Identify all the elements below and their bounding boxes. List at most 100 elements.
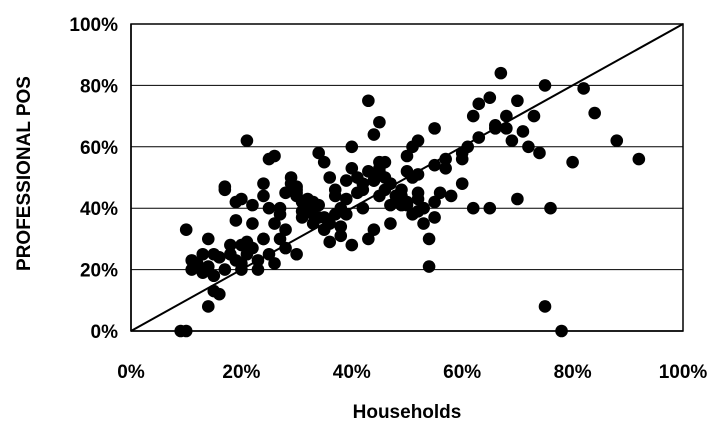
data-point — [494, 66, 508, 80]
data-point — [422, 232, 436, 246]
data-point — [610, 134, 624, 147]
data-point — [472, 131, 486, 144]
data-point — [229, 214, 243, 227]
data-point — [179, 324, 193, 338]
data-point — [251, 254, 265, 267]
data-point — [201, 260, 215, 273]
x-tick-label: 20% — [222, 362, 260, 383]
data-point — [466, 201, 480, 215]
y-tick-labels: 0% 20% 40% 60% 80% 100% — [69, 15, 118, 343]
data-point — [439, 161, 452, 175]
data-point — [400, 198, 414, 212]
data-point — [395, 189, 408, 203]
y-tick-label: 60% — [80, 138, 118, 159]
plot-frame — [130, 23, 684, 332]
data-point — [356, 201, 370, 215]
data-point — [588, 106, 601, 120]
data-point — [555, 324, 568, 338]
data-point — [213, 251, 226, 264]
data-point — [262, 201, 276, 215]
data-point — [483, 201, 497, 215]
data-point — [373, 189, 386, 203]
data-point — [400, 149, 414, 163]
data-point — [185, 263, 199, 276]
data-point — [279, 186, 292, 200]
data-point — [218, 180, 232, 194]
data-point — [489, 119, 502, 132]
data-point — [444, 189, 458, 203]
data-point — [323, 235, 337, 249]
data-point — [362, 94, 375, 108]
data-point — [268, 257, 281, 270]
data-point — [373, 115, 386, 129]
x-tick-label: 80% — [554, 362, 592, 383]
data-point — [240, 134, 254, 147]
data-point — [384, 198, 397, 212]
data-point — [273, 208, 287, 221]
data-point — [428, 211, 441, 224]
data-point — [312, 146, 325, 160]
data-point — [455, 177, 469, 190]
data-point — [246, 198, 259, 212]
data-point — [279, 241, 292, 255]
data-point — [290, 247, 303, 261]
data-point — [406, 208, 419, 221]
data-point — [224, 238, 237, 252]
data-point — [179, 223, 193, 236]
y-tick-label: 0% — [91, 322, 119, 343]
data-point — [439, 152, 452, 166]
data-point — [417, 201, 430, 215]
data-point — [373, 165, 386, 178]
data-point — [345, 140, 359, 154]
data-point — [472, 97, 486, 111]
data-point — [362, 165, 375, 178]
data-point — [406, 140, 419, 154]
data-point — [224, 247, 237, 261]
data-point — [328, 183, 342, 197]
data-point — [632, 152, 646, 166]
data-point — [339, 174, 353, 187]
data-point — [240, 247, 254, 261]
y-axis-title: PROFESSIONAL POS — [14, 76, 35, 271]
data-point — [257, 189, 270, 203]
data-point — [345, 238, 359, 252]
data-point — [268, 149, 281, 163]
data-point — [511, 94, 524, 108]
data-point — [522, 140, 535, 154]
x-tick-label: 100% — [659, 362, 708, 383]
x-tick-label: 40% — [333, 362, 371, 383]
data-point — [290, 189, 303, 203]
x-tick-labels: 0% 20% 40% 60% 80% 100% — [117, 362, 707, 383]
data-point — [201, 300, 215, 313]
data-point — [339, 192, 353, 206]
data-point — [428, 122, 441, 135]
data-point — [483, 91, 497, 104]
data-point — [279, 223, 292, 236]
data-point — [461, 140, 475, 154]
data-point — [538, 79, 552, 92]
data-point — [527, 109, 541, 123]
data-point — [428, 195, 441, 209]
data-point — [533, 146, 546, 160]
data-point — [466, 109, 480, 123]
data-points — [174, 66, 646, 338]
data-point — [566, 155, 579, 169]
x-axis-title: Households — [353, 402, 462, 423]
data-point — [538, 300, 552, 313]
x-tick-label: 60% — [443, 362, 481, 383]
data-point — [428, 158, 441, 172]
data-point — [384, 217, 397, 230]
y-tick-label: 80% — [80, 76, 118, 97]
data-point — [417, 217, 430, 230]
data-point — [213, 287, 226, 301]
data-point — [334, 229, 348, 243]
y-tick-label: 100% — [69, 15, 118, 36]
data-point — [317, 211, 331, 224]
data-point — [516, 125, 530, 138]
data-point — [334, 220, 348, 233]
data-point — [262, 247, 276, 261]
data-point — [362, 232, 375, 246]
data-point — [273, 232, 287, 246]
data-point — [317, 155, 331, 169]
